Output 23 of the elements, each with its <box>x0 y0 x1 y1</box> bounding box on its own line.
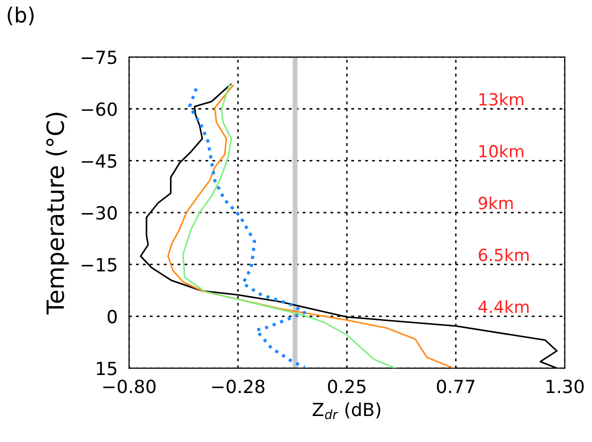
annotation: 6.5km <box>478 248 529 262</box>
x-axis-title: Z$_{dr}$ (dB) <box>312 402 380 420</box>
y-tick-label: 0 <box>108 310 117 324</box>
y-tick-label: −75 <box>82 50 116 64</box>
line-series <box>167 84 454 368</box>
annotation: 13km <box>479 92 524 106</box>
y-axis-title: Temperature (°C) <box>46 112 69 315</box>
y-tick-label: −60 <box>82 102 117 116</box>
annotation: 10km <box>479 144 524 158</box>
x-tick-label: −0.28 <box>212 380 264 394</box>
y-tick-label: 15 <box>96 362 116 376</box>
x-tick-label: −0.80 <box>103 380 156 394</box>
annotation: 4.4km <box>478 300 529 313</box>
y-tick-label: −30 <box>82 206 117 220</box>
x-tick-label: 0.25 <box>328 380 366 394</box>
line-series <box>188 86 306 368</box>
line-series <box>182 84 396 368</box>
x-tick-label: 0.77 <box>436 380 474 394</box>
y-tick-label: −45 <box>82 154 116 168</box>
y-tick-label: −15 <box>82 258 116 272</box>
text: (b) <box>8 6 34 26</box>
annotation: 9km <box>478 196 513 210</box>
x-tick-label: 1.30 <box>546 380 584 394</box>
